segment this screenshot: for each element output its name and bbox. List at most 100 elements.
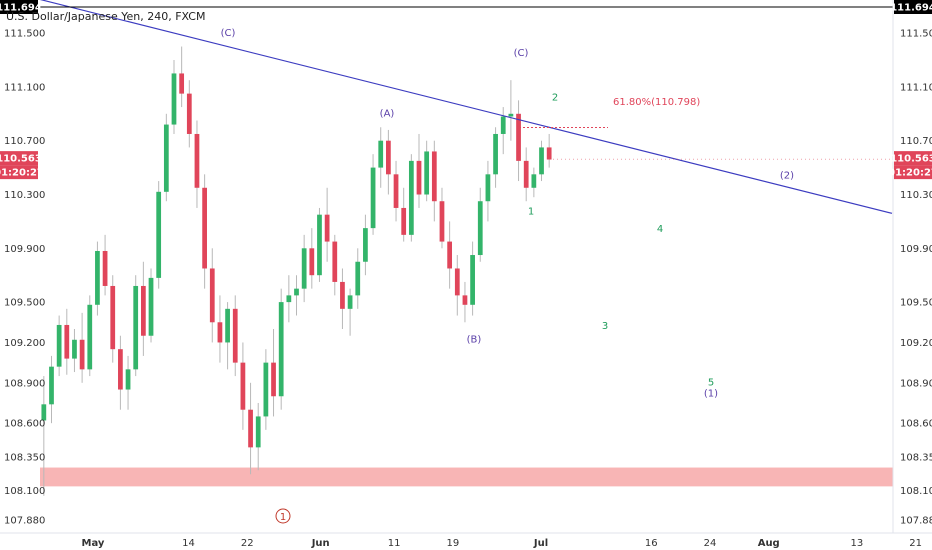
chart-title: U.S. Dollar/Japanese Yen, 240, FXCM: [6, 10, 205, 23]
candle-body: [118, 349, 123, 390]
wave-label: (C): [514, 48, 529, 59]
time-tick-label: 19: [447, 538, 460, 549]
candle-body: [125, 369, 131, 390]
price-axis[interactable]: 111.500 111.500 111.100 111.100 110.700 110.7…: [0, 0, 932, 527]
wave-label: (1): [704, 388, 718, 399]
left-price-tick-label: 110.700: [4, 136, 45, 147]
price-tick-label: 109.500: [900, 298, 932, 309]
left-high-marker-badge: 111.694: [0, 3, 42, 14]
left-high-marker-badge-bg: [0, 0, 38, 14]
candle-body: [41, 404, 47, 421]
candle-body: [179, 73, 185, 94]
candle-body: [309, 248, 315, 276]
time-tick-label: Jun: [311, 538, 330, 549]
time-tick-label: 16: [645, 538, 658, 549]
wave-label: 1: [528, 207, 534, 218]
time-tick-label: 24: [704, 538, 717, 549]
left-price-tick-label: 111.500: [4, 29, 45, 40]
candle-body: [148, 277, 154, 336]
candle-body: [355, 261, 361, 296]
wave-label: 1: [280, 512, 286, 523]
candle-body: [470, 255, 475, 305]
left-price-tick-label: 108.100: [4, 486, 45, 497]
candle-body: [110, 285, 116, 350]
candle-body: [424, 151, 430, 195]
candle-body: [332, 241, 338, 282]
wave-label: 4: [657, 224, 663, 235]
time-tick-label: Jul: [533, 538, 548, 549]
candle-body: [271, 362, 276, 397]
candle-body: [248, 409, 253, 448]
candle-body: [523, 160, 529, 188]
wave-label: (2): [780, 170, 794, 181]
left-price-tick-label: 109.200: [4, 338, 45, 349]
time-tick-label: Aug: [758, 538, 780, 549]
price-tick-label: 110.300: [900, 190, 932, 201]
candle-body: [102, 250, 108, 286]
countdown-badge-bg: [894, 165, 932, 180]
left-countdown-badge: 01:20:27: [0, 168, 44, 179]
candle-body: [140, 285, 146, 336]
time-tick-label: 13: [850, 538, 863, 549]
candles-layer: [41, 46, 552, 496]
candle-body: [500, 116, 506, 134]
candle-body: [186, 93, 192, 134]
candle-body: [202, 187, 207, 269]
fib-level-label: 61.80%(110.798): [613, 97, 700, 108]
price-tick-label: 108.600: [900, 419, 932, 430]
candle-body: [508, 113, 514, 117]
time-tick-label: 14: [182, 538, 195, 549]
candle-body: [531, 174, 537, 188]
high-marker-badge: 111.694: [890, 3, 932, 14]
wave-label: (C): [221, 28, 236, 39]
drawing-layer[interactable]: 61.80%(110.798): [39, 0, 893, 214]
candle-body: [56, 324, 62, 367]
time-tick-label: 21: [909, 538, 922, 549]
high-marker-badge-bg: [894, 0, 932, 14]
time-axis[interactable]: May 14 22 Jun 11 19 Jul 16 24 Aug 13 21: [82, 538, 922, 549]
price-tick-label: 108.100: [900, 486, 932, 497]
candle-body: [393, 174, 399, 208]
left-price-tick-label: 108.350: [4, 452, 45, 463]
wave-label: 2: [552, 92, 558, 103]
wave-label: 5: [708, 377, 714, 388]
candle-body: [363, 228, 368, 262]
candle-body: [516, 113, 521, 161]
candle-body: [477, 201, 483, 256]
left-price-tick-label: 107.880: [4, 516, 45, 527]
price-tick-label: 110.700: [900, 136, 932, 147]
candle-body: [294, 288, 299, 296]
price-tick-label: 109.900: [900, 244, 932, 255]
trendline[interactable]: [39, 0, 893, 214]
candle-body: [263, 362, 269, 417]
time-tick-label: 22: [241, 538, 254, 549]
price-tick-label: 108.350: [900, 452, 932, 463]
candle-body: [133, 285, 139, 370]
candle-body: [408, 160, 414, 235]
candle-body: [194, 133, 200, 188]
candle-body: [386, 140, 391, 175]
current-price-badge: 110.563: [890, 154, 932, 165]
price-tick-label: 107.880: [900, 516, 932, 527]
left-current-price-badge: 110.563: [0, 154, 42, 165]
price-tick-label: 111.500: [900, 29, 932, 40]
time-tick-label: May: [82, 538, 105, 549]
left-price-tick-label: 108.600: [4, 419, 45, 430]
candle-body: [156, 191, 162, 278]
candle-body: [431, 151, 437, 202]
candle-body: [370, 167, 376, 229]
candle-body: [324, 214, 330, 242]
support-zone-layer: [40, 467, 893, 487]
candle-body: [340, 281, 345, 309]
candle-body: [225, 308, 230, 343]
candle-body: [347, 295, 353, 309]
candle-body: [64, 324, 70, 359]
candle-body: [493, 133, 498, 175]
left-countdown-badge-bg: [0, 165, 38, 180]
current-price-badge-bg: [894, 151, 932, 166]
support-zone: [40, 467, 893, 487]
candle-body: [240, 362, 246, 410]
candle-body: [447, 241, 453, 269]
candle-body: [217, 322, 223, 343]
